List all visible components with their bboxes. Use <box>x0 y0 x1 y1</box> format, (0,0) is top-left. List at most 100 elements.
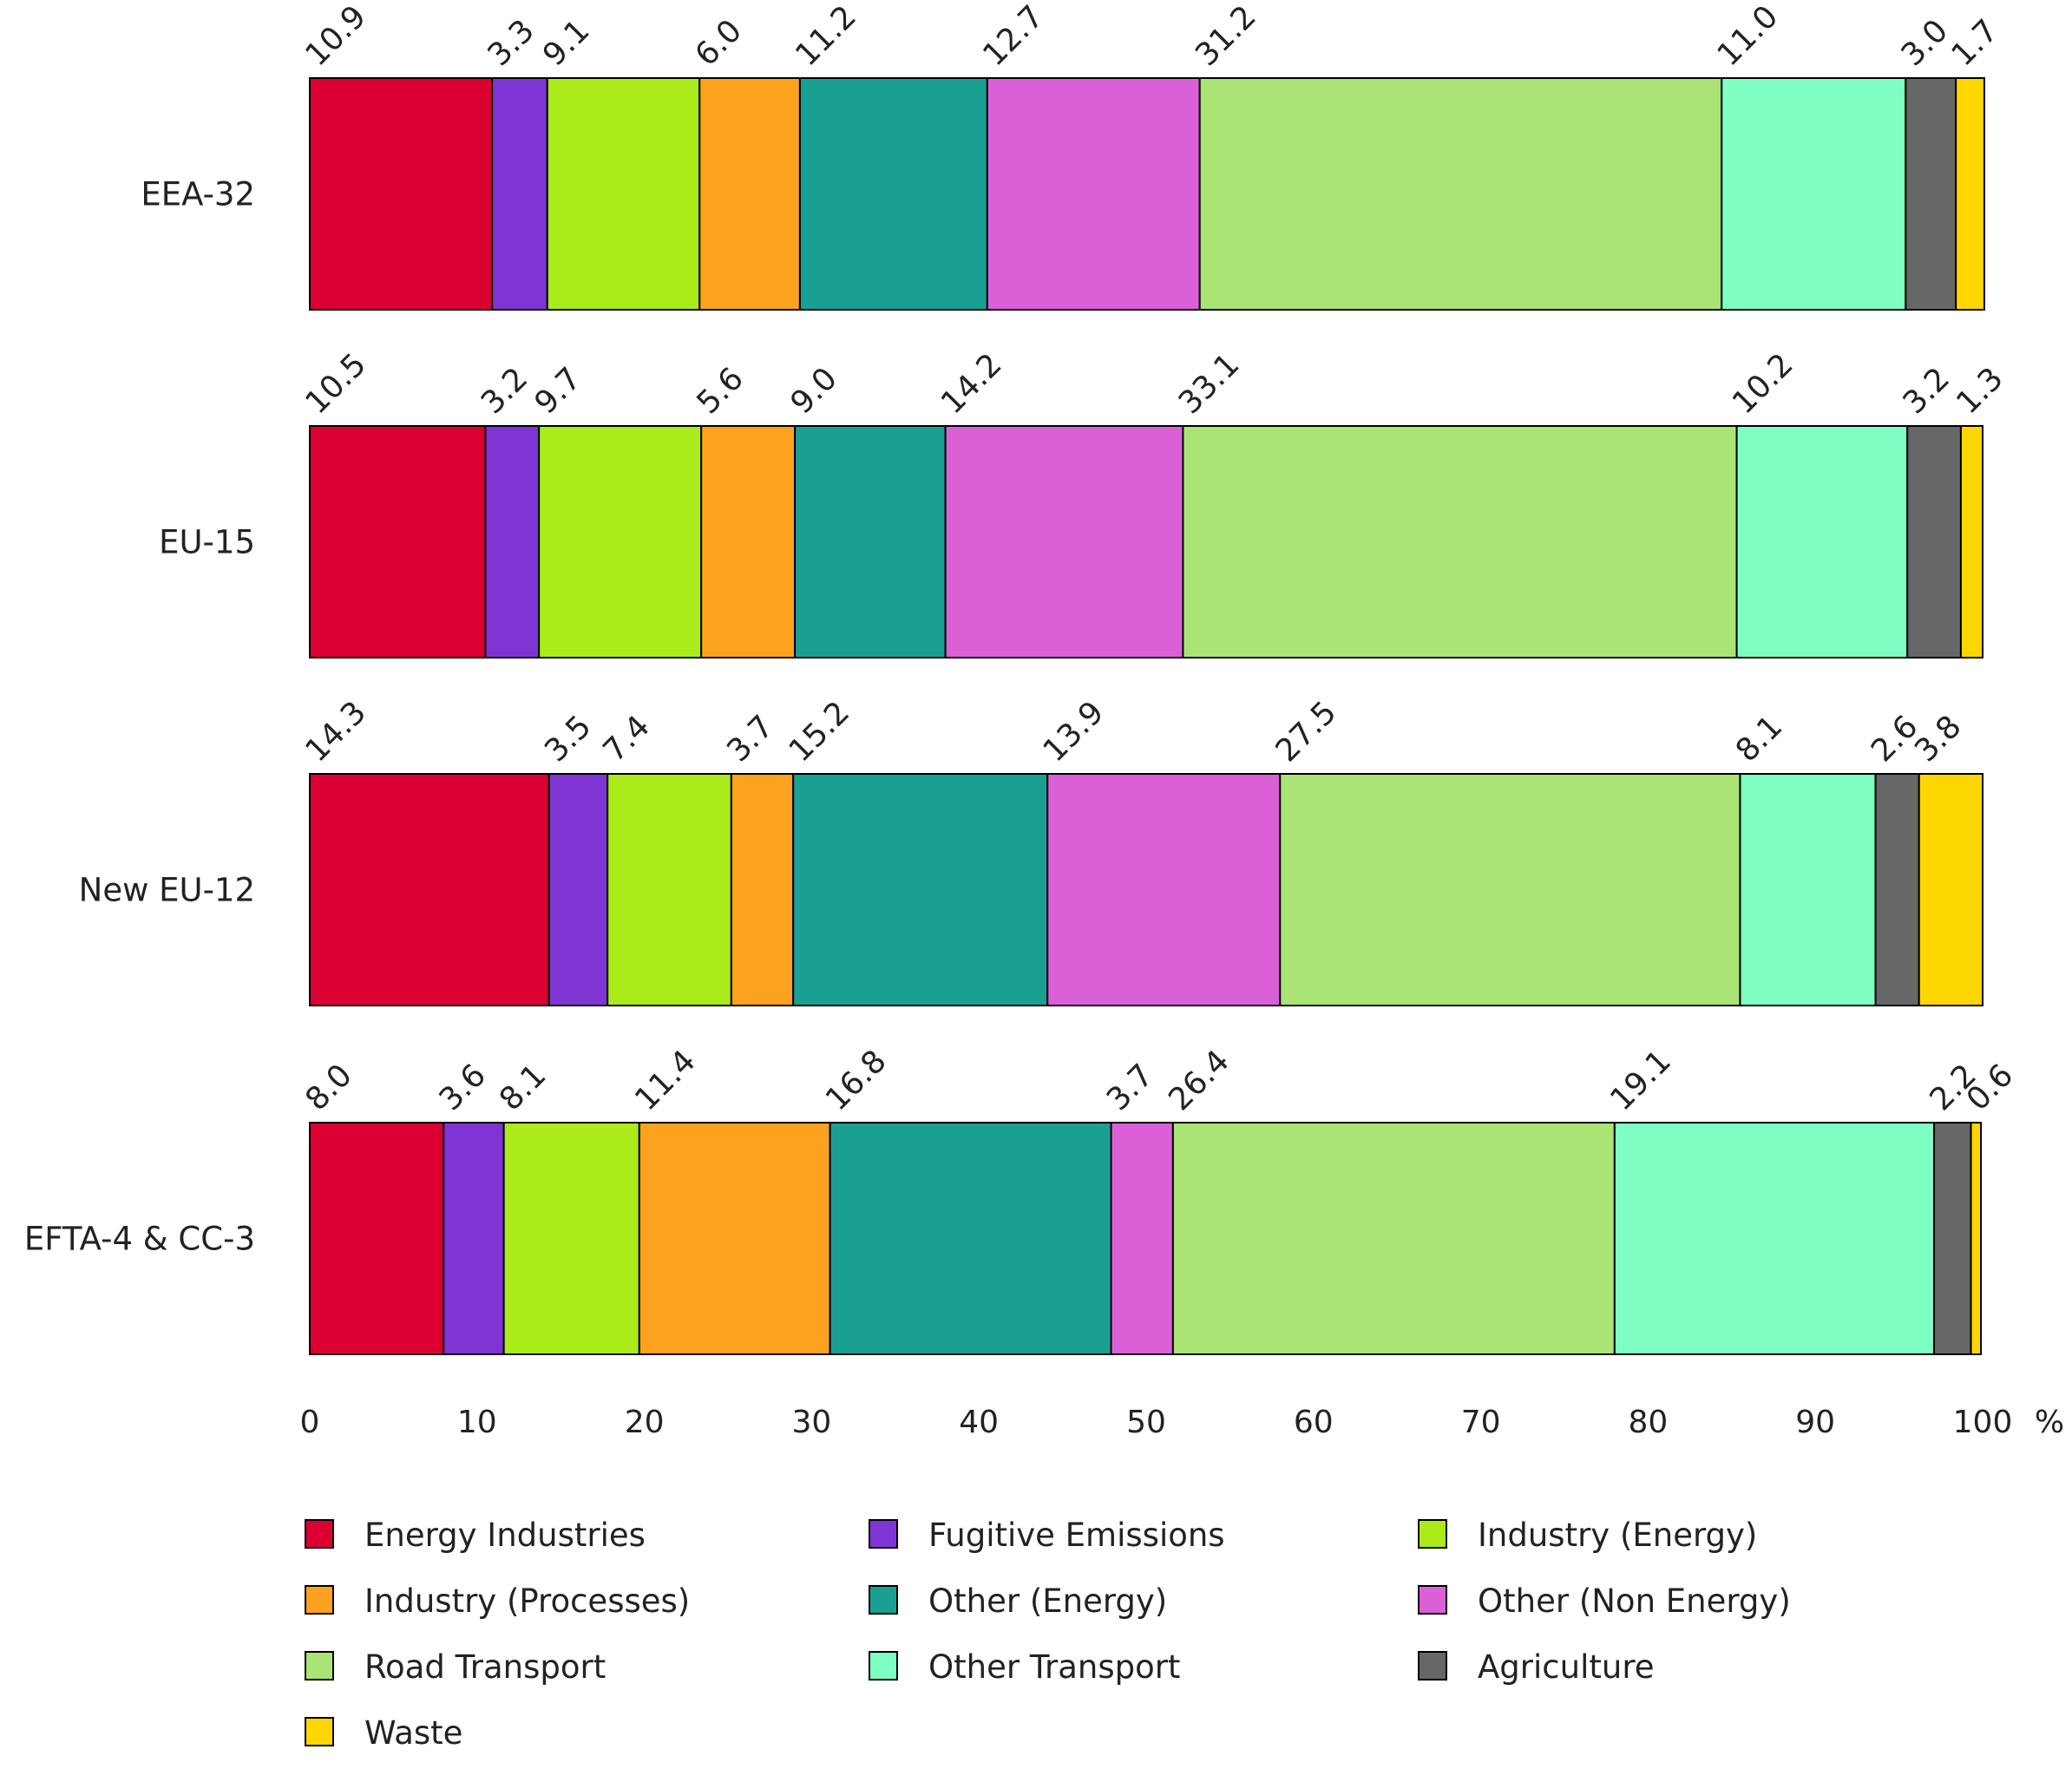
x-tick-label: 90 <box>1795 1405 1835 1440</box>
x-tick-label: 60 <box>1294 1405 1334 1440</box>
data-label: 3.7 <box>720 709 780 769</box>
x-tick-label: 40 <box>959 1405 999 1440</box>
bar-segment <box>792 773 1049 1006</box>
legend-label: Waste <box>364 1714 462 1752</box>
legend-label: Other Transport <box>928 1648 1180 1686</box>
legend-item: Road Transport <box>305 1648 606 1686</box>
legend-item: Waste <box>305 1714 462 1752</box>
legend-swatch <box>869 1585 898 1615</box>
data-label: 3.8 <box>1908 709 1968 769</box>
bar-segment <box>1918 773 1984 1006</box>
legend-item: Energy Industries <box>305 1517 646 1554</box>
data-label: 19.1 <box>1603 1044 1678 1118</box>
data-label: 11.0 <box>1711 0 1786 73</box>
data-label: 5.6 <box>691 361 751 421</box>
legend-swatch <box>305 1651 334 1681</box>
bar-segment <box>309 77 494 311</box>
bar-segment <box>484 425 541 658</box>
legend-label: Industry (Processes) <box>364 1582 690 1620</box>
legend-label: Other (Non Energy) <box>1478 1582 1791 1620</box>
bar-segment <box>548 773 609 1006</box>
data-label: 9.0 <box>784 361 843 421</box>
bar-segment <box>730 773 795 1006</box>
x-tick-label: 80 <box>1628 1405 1668 1440</box>
bar-segment <box>1171 1122 1616 1355</box>
bar-segment <box>1739 773 1877 1006</box>
legend-swatch <box>305 1717 334 1746</box>
data-label: 15.2 <box>783 695 857 770</box>
legend-swatch <box>1418 1585 1447 1615</box>
bar-segment <box>607 773 732 1006</box>
x-tick-label: 20 <box>625 1405 665 1440</box>
data-label: 13.9 <box>1037 695 1111 770</box>
bar-segment <box>309 1122 445 1355</box>
legend-swatch <box>1418 1651 1447 1681</box>
data-label: 9.7 <box>528 361 588 421</box>
bar-segment <box>794 425 947 658</box>
legend-swatch <box>305 1585 334 1615</box>
bar-segment <box>1735 425 1909 658</box>
data-label: 33.1 <box>1172 347 1247 422</box>
bar-segment <box>1955 77 1985 311</box>
data-label: 27.5 <box>1269 695 1344 770</box>
legend-item: Other (Energy) <box>869 1582 1167 1620</box>
data-label: 26.4 <box>1162 1044 1236 1118</box>
data-label: 14.2 <box>934 347 1009 422</box>
legend: Energy Industries Fugitive Emissions Indus… <box>305 1517 1791 1752</box>
bar-segment <box>546 77 701 311</box>
data-label: 10.9 <box>298 0 373 73</box>
data-label: 3.2 <box>475 361 534 421</box>
bar-segment <box>1905 77 1957 311</box>
bar-segment <box>538 425 703 658</box>
bar-segment <box>1198 77 1723 311</box>
data-label: 3.6 <box>433 1058 493 1117</box>
data-label: 11.4 <box>628 1044 703 1118</box>
bar-segment <box>1959 425 1984 658</box>
x-tick-label: 10 <box>457 1405 497 1440</box>
category-label: EFTA-4 & CC-3 <box>24 1221 255 1258</box>
data-label: 11.2 <box>789 0 863 73</box>
data-label: 8.0 <box>298 1058 358 1117</box>
category-label: New EU-12 <box>79 872 255 909</box>
bar-segment <box>986 77 1201 311</box>
bar-segment <box>1970 1122 1983 1355</box>
legend-swatch <box>869 1519 898 1549</box>
bar-segment <box>1906 425 1962 658</box>
bar-segment <box>798 77 988 311</box>
legend-item: Other Transport <box>869 1648 1180 1686</box>
category-label: EEA-32 <box>141 176 255 213</box>
x-tick-label: 70 <box>1461 1405 1501 1440</box>
bar-segment <box>829 1122 1112 1355</box>
legend-label: Agriculture <box>1478 1648 1654 1686</box>
category-label: EU-15 <box>159 524 255 561</box>
data-label: 12.7 <box>976 0 1051 73</box>
bar-segment <box>1721 77 1907 311</box>
data-label: 1.7 <box>1945 13 2005 73</box>
legend-item: Industry (Energy) <box>1418 1517 1757 1554</box>
bar-segment <box>309 425 487 658</box>
data-label: 3.3 <box>482 13 541 73</box>
bar-segment <box>443 1122 505 1355</box>
bar-segment <box>309 773 550 1006</box>
data-label: 14.3 <box>298 695 373 770</box>
data-label: 1.3 <box>1950 361 2010 421</box>
bar-segment <box>638 1122 831 1355</box>
bar-segment <box>700 425 797 658</box>
data-label: 3.0 <box>1895 13 1955 73</box>
data-label: 0.6 <box>1960 1058 2020 1117</box>
data-label: 3.5 <box>538 709 598 769</box>
bar-segment <box>1874 773 1920 1006</box>
x-tick-label: 50 <box>1126 1405 1166 1440</box>
x-axis-unit-label: % <box>2035 1405 2064 1440</box>
legend-item: Other (Non Energy) <box>1418 1582 1791 1620</box>
legend-label: Energy Industries <box>364 1517 646 1554</box>
data-label: 8.1 <box>493 1058 553 1117</box>
legend-label: Industry (Energy) <box>1478 1517 1757 1554</box>
legend-label: Fugitive Emissions <box>928 1517 1225 1554</box>
x-tick-label: 100 <box>1953 1405 2013 1440</box>
bar-segment <box>502 1122 640 1355</box>
x-tick-label: 30 <box>791 1405 831 1440</box>
bar-segment <box>491 77 548 311</box>
